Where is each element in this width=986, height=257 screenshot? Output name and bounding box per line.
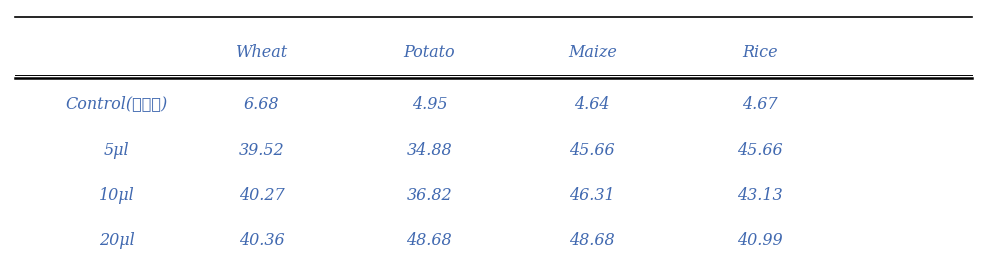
- Text: 48.68: 48.68: [406, 232, 452, 249]
- Text: 10μl: 10μl: [99, 187, 134, 204]
- Text: 36.82: 36.82: [406, 187, 452, 204]
- Text: 48.68: 48.68: [569, 232, 614, 249]
- Text: 45.66: 45.66: [737, 142, 782, 159]
- Text: Wheat: Wheat: [236, 44, 287, 61]
- Text: 40.99: 40.99: [737, 232, 782, 249]
- Text: Potato: Potato: [403, 44, 455, 61]
- Text: 4.95: 4.95: [411, 96, 447, 113]
- Text: 20μl: 20μl: [99, 232, 134, 249]
- Text: 6.68: 6.68: [244, 96, 279, 113]
- Text: 4.67: 4.67: [741, 96, 777, 113]
- Text: 40.36: 40.36: [239, 232, 284, 249]
- Text: 39.52: 39.52: [239, 142, 284, 159]
- Text: 5μl: 5μl: [104, 142, 129, 159]
- Text: 43.13: 43.13: [737, 187, 782, 204]
- Text: 34.88: 34.88: [406, 142, 452, 159]
- Text: Control(무쳊가): Control(무쳊가): [65, 96, 168, 113]
- Text: 4.64: 4.64: [574, 96, 609, 113]
- Text: 46.31: 46.31: [569, 187, 614, 204]
- Text: 40.27: 40.27: [239, 187, 284, 204]
- Text: 45.66: 45.66: [569, 142, 614, 159]
- Text: Rice: Rice: [741, 44, 777, 61]
- Text: Maize: Maize: [567, 44, 616, 61]
